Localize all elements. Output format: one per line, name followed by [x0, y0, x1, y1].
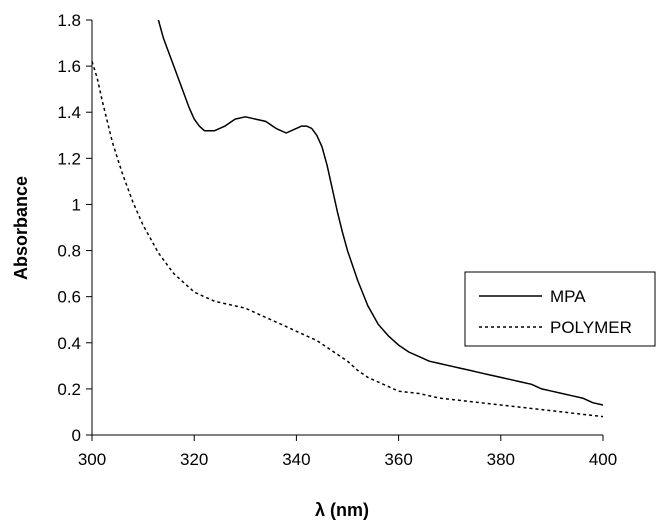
y-tick-label: 0.6 [57, 288, 81, 307]
y-tick-label: 0.4 [57, 334, 81, 353]
legend: MPA POLYMER [464, 271, 656, 347]
x-tick-label: 340 [282, 450, 310, 469]
x-tick-label: 380 [487, 450, 515, 469]
y-tick-label: 1.8 [57, 11, 81, 30]
y-tick-label: 1.4 [57, 103, 81, 122]
y-tick-label: 0 [72, 426, 81, 445]
legend-label-mpa: MPA [550, 287, 586, 306]
y-tick-label: 0.2 [57, 380, 81, 399]
series-line-polymer [91, 61, 604, 418]
x-tick-label: 300 [78, 450, 106, 469]
y-tick-label: 1 [72, 195, 81, 214]
x-axis-title: λ (nm) [315, 500, 369, 520]
y-axis-title: Absorbance [11, 176, 31, 280]
series-line-mpa [157, 19, 604, 406]
ticks-layer: 0 0.2 0.4 0.6 0.8 1 1.2 1.4 1.6 1.8 300 320 340 360 38… [57, 11, 617, 469]
y-tick-label: 1.2 [57, 149, 81, 168]
x-tick-label: 320 [180, 450, 208, 469]
legend-label-polymer: POLYMER [550, 318, 632, 337]
series-layer [91, 19, 604, 418]
x-tick-label: 400 [589, 450, 617, 469]
y-tick-label: 1.6 [57, 57, 81, 76]
y-tick-label: 0.8 [57, 242, 81, 261]
legend-box [464, 271, 656, 347]
axes-layer [91, 20, 603, 436]
x-tick-label: 360 [384, 450, 412, 469]
